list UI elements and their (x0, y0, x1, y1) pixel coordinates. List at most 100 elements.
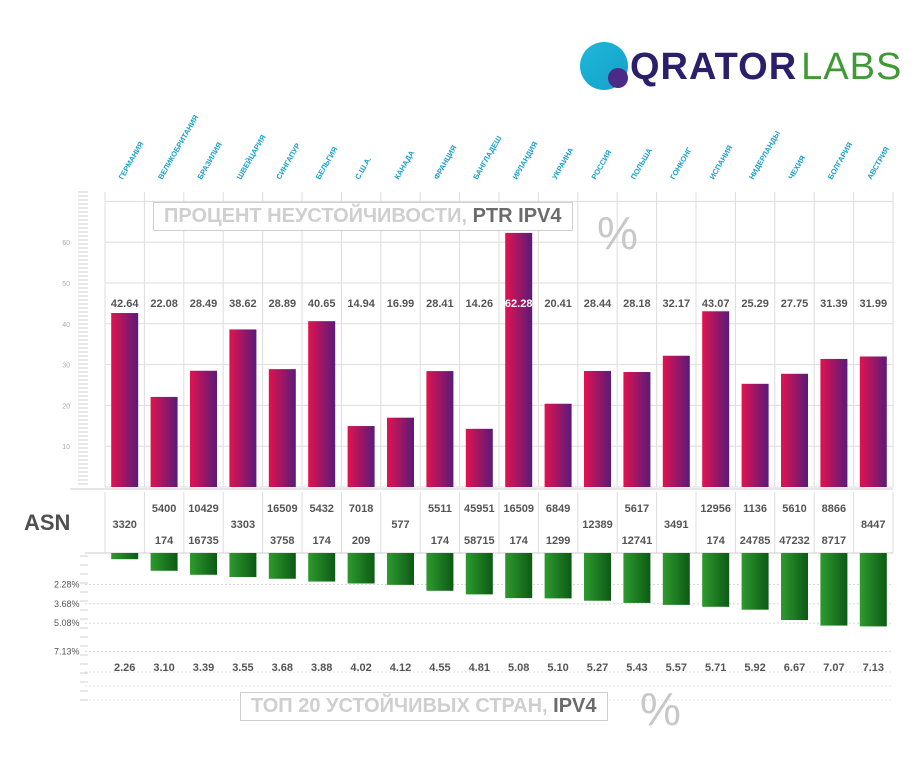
lower-bar (662, 553, 690, 605)
lower-bar-value: 5.43 (626, 662, 647, 674)
upper-bar (111, 313, 139, 487)
asn-value: 209 (352, 535, 370, 547)
country-label: БРАЗИЛИЯ (195, 141, 223, 181)
country-label: С.Ш.А. (353, 155, 373, 181)
country-label: РОССИЯ (589, 148, 613, 181)
lower-bar-value: 3.39 (193, 662, 214, 674)
chart-labels: 42.64 ГЕРМАНИЯ 22.08 ВЕЛИКОБРИТАНИЯ 28.49 БРА… (111, 113, 891, 674)
upper-bar (268, 369, 296, 487)
lower-bar (347, 553, 375, 584)
lower-bar (268, 553, 296, 579)
asn-value: 5432 (309, 503, 333, 515)
upper-bar (741, 383, 769, 487)
lower-bar-value: 5.10 (547, 662, 568, 674)
asn-value: 12956 (700, 503, 731, 515)
upper-bar-value: 25.29 (741, 298, 769, 310)
lower-bar (584, 553, 611, 601)
asn-value: 174 (431, 535, 450, 547)
asn-value: 12741 (622, 535, 653, 547)
asn-value: 45951 (464, 503, 495, 515)
lower-bar (505, 553, 533, 599)
country-label: ИСПАНИЯ (708, 144, 735, 181)
lower-chart-title: ТОП 20 УСТОЙЧИВЫХ СТРАН, IPV4 (240, 692, 608, 721)
upper-bar (662, 355, 690, 487)
brand-wordmark: QRATOR LABS (630, 46, 902, 89)
asn-value: 174 (313, 535, 332, 547)
country-label: НИДЕРЛАНДЫ (747, 129, 782, 181)
upper-bar (781, 373, 808, 487)
asn-value: 5610 (782, 503, 806, 515)
upper-chart-title: ПРОЦЕНТ НЕУСТОЙЧИВОСТИ, PTR IPV4 (153, 202, 573, 231)
lower-bar (111, 553, 139, 560)
upper-bar-value: 28.89 (269, 298, 297, 310)
upper-bar (859, 356, 887, 487)
lower-bar-value: 4.12 (390, 662, 411, 674)
asn-value: 174 (510, 535, 529, 547)
upper-bar-value: 38.62 (229, 298, 257, 310)
asn-value: 3320 (112, 519, 136, 531)
lower-bar-value: 4.55 (429, 662, 450, 674)
country-label: ЧЕХИЯ (786, 154, 807, 181)
asn-value: 16509 (503, 503, 534, 515)
lower-bar (150, 553, 178, 571)
country-label: ГОНКОНГ (668, 145, 694, 181)
upper-bar (544, 403, 572, 487)
asn-value: 16735 (188, 535, 219, 547)
upper-bar (387, 417, 414, 487)
upper-bar-value: 28.18 (623, 298, 651, 310)
upper-bar (465, 428, 493, 487)
upper-bar-value: 28.49 (190, 298, 218, 310)
asn-value: 1299 (546, 535, 570, 547)
asn-value: 3491 (664, 519, 688, 531)
asn-value: 8866 (822, 503, 846, 515)
lower-bar (702, 553, 730, 607)
upper-bar-value: 16.99 (387, 298, 415, 310)
country-label: БЕЛЬГИЯ (314, 145, 340, 181)
upper-bar-value: 28.44 (584, 298, 612, 310)
upper-title-strong: PTR IPV4 (472, 205, 562, 227)
upper-bar (150, 396, 178, 487)
asn-value: 8717 (822, 535, 846, 547)
lower-bar (820, 553, 848, 626)
upper-bar-value: 40.65 (308, 298, 336, 310)
upper-bar-value: 31.99 (860, 298, 888, 310)
lower-bar-value: 5.71 (705, 662, 726, 674)
asn-value: 12389 (582, 519, 613, 531)
lower-y-tick-label: 2.28% (54, 579, 80, 589)
lower-bar (781, 553, 808, 621)
y-tick-label: 10 (62, 444, 70, 451)
lower-bar (465, 553, 493, 595)
upper-bar-value: 22.08 (150, 298, 178, 310)
lower-bar-value: 6.67 (784, 662, 805, 674)
country-label: УКРАИНА (550, 145, 576, 181)
lower-y-tick-label: 3.68% (54, 599, 80, 609)
asn-value: 16509 (267, 503, 298, 515)
lower-bar-series (111, 553, 887, 627)
y-axis: 10 20 30 40 50 60 2.28% 3.68% 5.08% 7.13% (54, 191, 88, 701)
upper-bar (623, 372, 651, 487)
asn-value: 8447 (861, 519, 885, 531)
asn-value: 5511 (428, 503, 452, 515)
lower-bar-value: 5.92 (744, 662, 765, 674)
country-label: КАНАДА (392, 148, 416, 181)
asn-value: 24785 (740, 535, 771, 547)
country-label: ГЕРМАНИЯ (117, 140, 146, 181)
country-label: ШВЕЙЦАРИЯ (235, 133, 268, 181)
asn-value: 3758 (270, 535, 294, 547)
brand-logo: QRATOR LABS (578, 38, 908, 98)
lower-title-strong: IPV4 (553, 695, 597, 717)
y-tick-label: 50 (62, 281, 70, 288)
upper-bar-value: 14.26 (466, 298, 494, 310)
y-tick-label: 60 (62, 240, 70, 247)
asn-value: 7018 (349, 503, 373, 515)
asn-value: 174 (707, 535, 726, 547)
lower-bar-value: 7.13 (863, 662, 884, 674)
lower-bar (544, 553, 572, 599)
upper-bar (229, 329, 257, 487)
asn-label: ASN (24, 510, 71, 535)
upper-bar (702, 311, 730, 487)
lower-bar-value: 5.27 (587, 662, 608, 674)
y-tick-label: 20 (62, 403, 70, 410)
asn-value: 577 (391, 519, 409, 531)
